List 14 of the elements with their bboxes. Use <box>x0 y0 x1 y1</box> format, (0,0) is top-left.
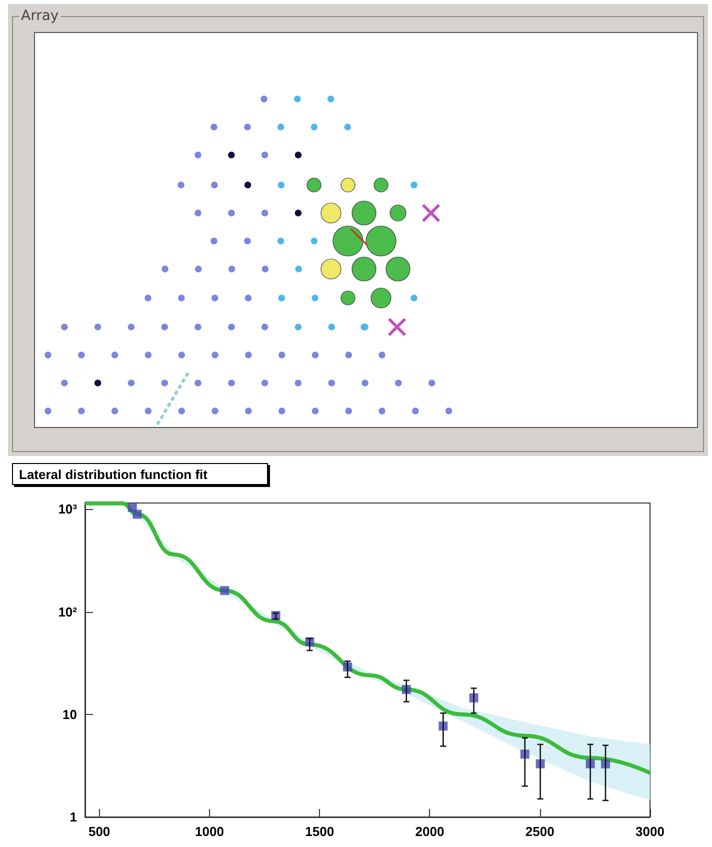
point <box>132 510 142 519</box>
y-tick-label: 1 <box>70 810 77 824</box>
y-tick-label: 10² <box>58 604 78 620</box>
x-tick-label: 2000 <box>415 824 444 839</box>
x-tick-label: 3000 <box>636 824 664 839</box>
chart-title: Lateral distribution function fit <box>12 463 268 485</box>
y-tick-label: 10 <box>62 706 77 722</box>
x-tick-label: 1500 <box>305 824 334 839</box>
text: Array <box>20 8 60 24</box>
y-tick-label: 10³ <box>58 502 78 517</box>
x-tick-label: 1000 <box>194 824 224 839</box>
x-tick-label: 500 <box>88 824 110 839</box>
x-tick-label: 2500 <box>525 824 554 839</box>
point <box>220 586 230 596</box>
